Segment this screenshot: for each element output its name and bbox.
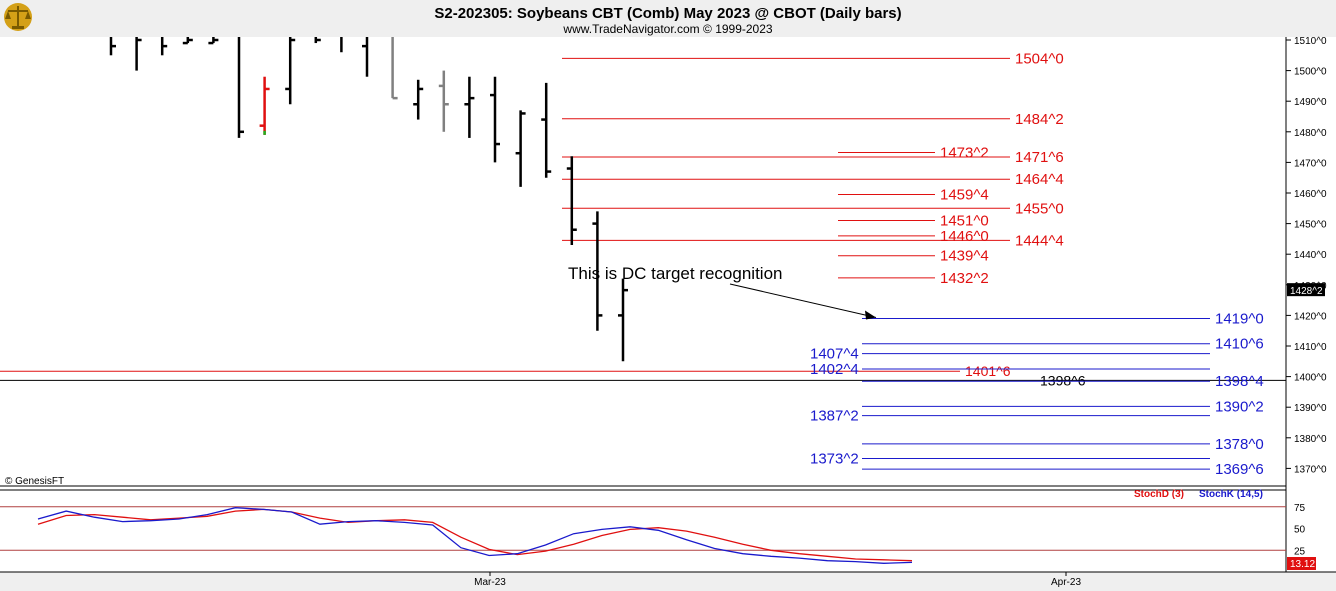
price-axis: 1510^0 1500^0 1490^0 1480^0 1470^0 1460^0 1450… bbox=[1286, 36, 1327, 475]
date-label: Apr-23 bbox=[1051, 577, 1081, 588]
watermark: © GenesisFT bbox=[5, 476, 64, 487]
date-axis bbox=[0, 572, 1336, 591]
stochastic-axis: 75 50 25 13.12 bbox=[1287, 503, 1316, 570]
stoch-axis-label: 50 bbox=[1294, 525, 1306, 536]
annotation-arrowhead bbox=[865, 310, 876, 320]
stoch-axis-label: 25 bbox=[1294, 546, 1306, 557]
axis-tick-label: 1400^0 bbox=[1294, 373, 1327, 384]
axis-tick-label: 1500^0 bbox=[1294, 67, 1327, 78]
current-price-label: 1428^2 bbox=[1290, 286, 1323, 297]
price-bars bbox=[109, 37, 628, 362]
level-label: 1471^6 bbox=[1015, 149, 1064, 166]
level-label: 1439^4 bbox=[940, 248, 989, 265]
axis-tick-label: 1460^0 bbox=[1294, 189, 1327, 200]
annotation-text: This is DC target recognition bbox=[568, 264, 782, 283]
stoch-last-label: 13.12 bbox=[1290, 559, 1315, 570]
level-label: 1459^4 bbox=[940, 187, 989, 204]
annotation: This is DC target recognition bbox=[568, 264, 877, 320]
axis-tick-label: 1370^0 bbox=[1294, 464, 1327, 475]
date-axis-labels: Mar-23 Apr-23 bbox=[474, 572, 1081, 588]
axis-tick-label: 1470^0 bbox=[1294, 158, 1327, 169]
level-label: 1473^2 bbox=[940, 144, 989, 161]
level-label: 1398^4 bbox=[1215, 373, 1264, 390]
level-label: 1504^0 bbox=[1015, 50, 1064, 67]
title-bar bbox=[0, 0, 1336, 37]
axis-tick-label: 1410^0 bbox=[1294, 342, 1327, 353]
axis-tick-label: 1440^0 bbox=[1294, 250, 1327, 261]
level-label: 1464^4 bbox=[1015, 171, 1064, 188]
gold-scales-icon bbox=[4, 3, 32, 31]
legend-stoch-k: StochK (14,5) bbox=[1199, 489, 1263, 500]
axis-tick-label: 1480^0 bbox=[1294, 128, 1327, 139]
stoch-line bbox=[37, 507, 913, 564]
level-label: 1387^2 bbox=[810, 408, 859, 425]
level-label: 1446^0 bbox=[940, 228, 989, 245]
stochastic-panel: StochD (3) StochK (14,5) bbox=[0, 489, 1286, 564]
chart-subtitle: www.TradeNavigator.com © 1999-2023 bbox=[562, 22, 772, 36]
level-label: 1419^0 bbox=[1215, 310, 1264, 327]
level-label: 1432^2 bbox=[940, 270, 989, 287]
chart-title: S2-202305: Soybeans CBT (Comb) May 2023 … bbox=[434, 5, 901, 22]
stoch-last-marker bbox=[1287, 557, 1316, 570]
price-panel: 1504^0 1484^2 1473^2 1471^6 1464^4 1459^4 1455… bbox=[0, 37, 1286, 478]
level-label: 1402^4 bbox=[810, 361, 859, 378]
level-label: 1398^6 bbox=[1040, 372, 1086, 388]
level-label: 1369^6 bbox=[1215, 461, 1264, 478]
annotation-arrow bbox=[729, 283, 877, 318]
axis-tick-label: 1420^0 bbox=[1294, 311, 1327, 322]
level-label: 1373^2 bbox=[810, 450, 859, 467]
date-label: Mar-23 bbox=[474, 577, 506, 588]
level-label: 1407^4 bbox=[810, 346, 859, 363]
level-label: 1451^0 bbox=[940, 213, 989, 230]
axis-tick-label: 1380^0 bbox=[1294, 434, 1327, 445]
level-label: 1401^6 bbox=[965, 363, 1011, 379]
level-label: 1378^0 bbox=[1215, 436, 1264, 453]
level-label: 1444^4 bbox=[1015, 232, 1064, 249]
current-price-marker bbox=[1287, 283, 1325, 297]
axis-tick-label: 1390^0 bbox=[1294, 403, 1327, 414]
axis-tick-label: 1450^0 bbox=[1294, 220, 1327, 231]
axis-tick-label: 1510^0 bbox=[1294, 36, 1327, 47]
level-label: 1484^2 bbox=[1015, 111, 1064, 128]
stoch-axis-label: 75 bbox=[1294, 503, 1306, 514]
legend-stoch-d: StochD (3) bbox=[1134, 489, 1184, 500]
level-label: 1410^6 bbox=[1215, 336, 1264, 353]
axis-tick-label: 1490^0 bbox=[1294, 97, 1327, 108]
level-label: 1390^2 bbox=[1215, 398, 1264, 415]
level-label: 1455^0 bbox=[1015, 200, 1064, 217]
level-lines: 1504^0 1484^2 1473^2 1471^6 1464^4 1459^4 1455… bbox=[0, 50, 1286, 478]
